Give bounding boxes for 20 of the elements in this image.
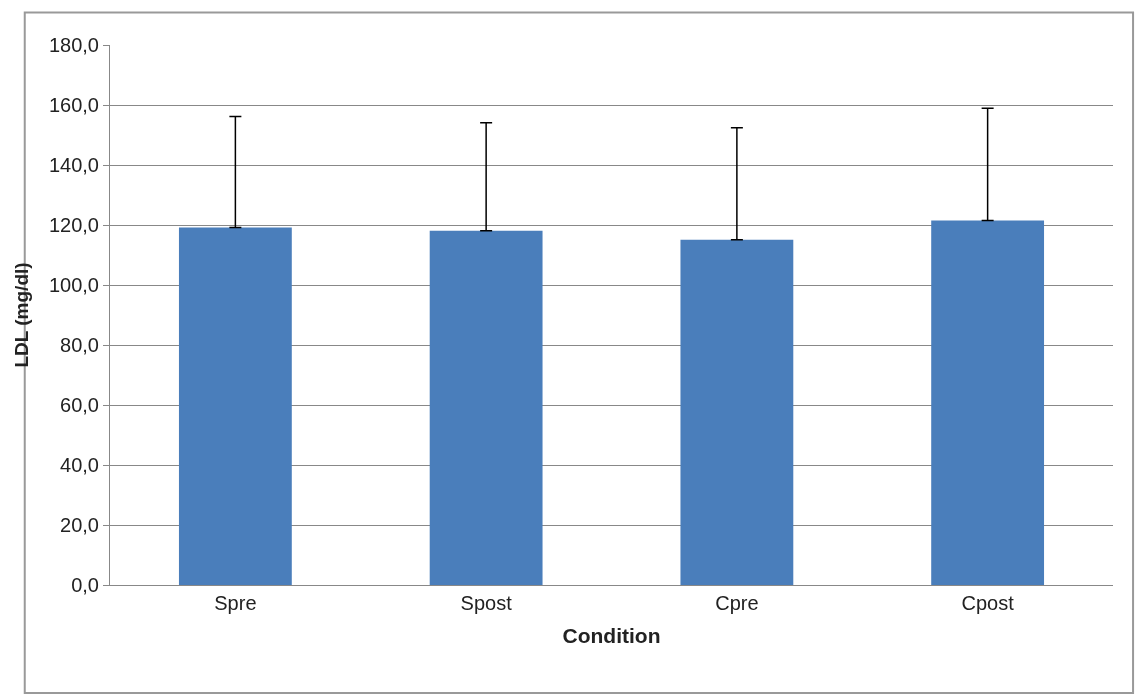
bar	[429, 230, 543, 585]
y-tick-label: 140,0	[48, 154, 99, 176]
y-tick-label: 40,0	[60, 454, 99, 476]
x-tick-label: Cpost	[961, 592, 1015, 614]
y-axis-title: LDL (mg/dl)	[10, 262, 32, 368]
x-tick-label: Spre	[214, 592, 257, 614]
y-tick-label: 80,0	[60, 334, 99, 356]
y-tick-label: 0,0	[71, 574, 99, 596]
bar	[680, 239, 794, 585]
y-tick-label: 20,0	[60, 514, 99, 536]
y-tick-label: 60,0	[60, 394, 99, 416]
y-tick-label: 120,0	[48, 214, 99, 236]
x-tick-label: Spost	[460, 592, 513, 614]
y-tick-label: 180,0	[48, 34, 99, 56]
y-tick-label: 160,0	[48, 94, 99, 116]
bar	[178, 227, 292, 585]
y-tick-label: 100,0	[48, 274, 99, 296]
x-axis-title: Condition	[562, 624, 661, 648]
x-tick-label: Cpre	[715, 592, 759, 614]
bar	[931, 220, 1045, 585]
